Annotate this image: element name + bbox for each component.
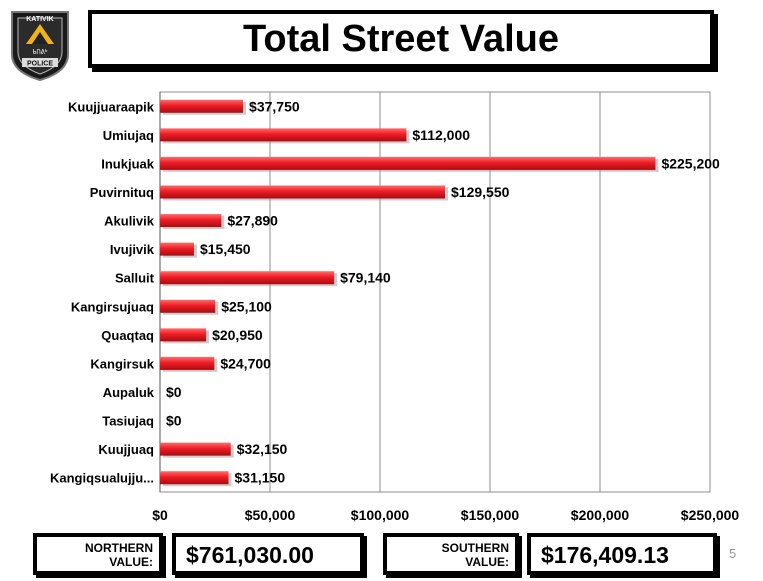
northern-value: $761,030.00 xyxy=(186,542,314,568)
southern-value-box: $176,409.13 xyxy=(527,533,717,575)
bar xyxy=(160,99,244,113)
northern-label-box: NORTHERN VALUE: xyxy=(33,533,163,575)
bar xyxy=(160,156,656,170)
data-label: $25,100 xyxy=(221,298,272,314)
kativik-police-logo: KATIVIK ᑲᑎᕕᒃ POLICE xyxy=(11,11,69,82)
data-label: $37,750 xyxy=(249,98,300,114)
category-label: Kuujjuaraapik xyxy=(68,99,155,114)
logo-script-text: ᑲᑎᕕᒃ xyxy=(33,49,48,56)
x-tick-label: $150,000 xyxy=(461,507,520,523)
data-label: $27,890 xyxy=(227,213,278,229)
category-label: Kuujjuaq xyxy=(98,442,154,457)
data-label: $79,140 xyxy=(340,270,391,286)
category-label: Kangiqsualujju... xyxy=(50,471,154,486)
x-tick-label: $250,000 xyxy=(681,507,740,523)
logo-bottom-text: POLICE xyxy=(27,61,53,68)
x-tick-label: $0 xyxy=(152,507,168,523)
category-label: Inukjuak xyxy=(101,156,155,171)
x-tick-label: $50,000 xyxy=(245,507,296,523)
page-number: 5 xyxy=(729,546,737,561)
data-label: $0 xyxy=(166,384,182,400)
bar xyxy=(160,271,335,285)
bar xyxy=(160,299,216,313)
category-label: Kangirsujuaq xyxy=(71,299,154,314)
title-box: Total Street Value xyxy=(88,10,714,68)
category-label: Ivujivik xyxy=(110,242,155,257)
category-label: Kangirsuk xyxy=(90,356,154,371)
bar-chart: $0 $50,000 $100,000 $150,000 $200,000 $250,00… xyxy=(50,91,740,523)
southern-label-line1: SOUTHERN xyxy=(441,541,509,555)
bar xyxy=(160,471,229,485)
category-label: Aupaluk xyxy=(103,385,155,400)
data-label: $0 xyxy=(166,413,182,429)
southern-value: $176,409.13 xyxy=(541,542,669,568)
data-label: $112,000 xyxy=(412,127,470,143)
category-label: Salluit xyxy=(115,271,155,286)
bar xyxy=(160,214,222,228)
bar xyxy=(160,328,207,342)
page-title: Total Street Value xyxy=(242,17,560,60)
category-label: Quaqtaq xyxy=(101,328,154,343)
data-label: $32,150 xyxy=(237,441,288,457)
southern-label-line2: VALUE: xyxy=(465,555,509,569)
category-label: Puvirnituq xyxy=(90,185,154,200)
x-tick-label: $100,000 xyxy=(351,507,410,523)
data-label: $31,150 xyxy=(235,470,286,486)
bar xyxy=(160,356,215,370)
northern-value-box: $761,030.00 xyxy=(172,533,364,575)
plot-area xyxy=(159,91,711,493)
data-label: $225,200 xyxy=(661,155,720,171)
northern-label-line1: NORTHERN xyxy=(85,541,153,555)
category-label: Akulivik xyxy=(104,214,155,229)
data-label: $129,550 xyxy=(451,184,510,200)
category-label: Tasiujaq xyxy=(102,414,154,429)
bar xyxy=(160,242,194,256)
bar xyxy=(160,128,407,142)
bar xyxy=(160,442,231,456)
logo-top-text: KATIVIK xyxy=(26,16,53,23)
data-label: $24,700 xyxy=(220,355,271,371)
data-label: $15,450 xyxy=(200,241,251,257)
northern-label-line2: VALUE: xyxy=(109,555,153,569)
bar xyxy=(160,185,446,199)
data-label: $20,950 xyxy=(212,327,263,343)
southern-label-box: SOUTHERN VALUE: xyxy=(383,533,519,575)
category-label: Umiujaq xyxy=(103,128,154,143)
x-tick-label: $200,000 xyxy=(571,507,630,523)
